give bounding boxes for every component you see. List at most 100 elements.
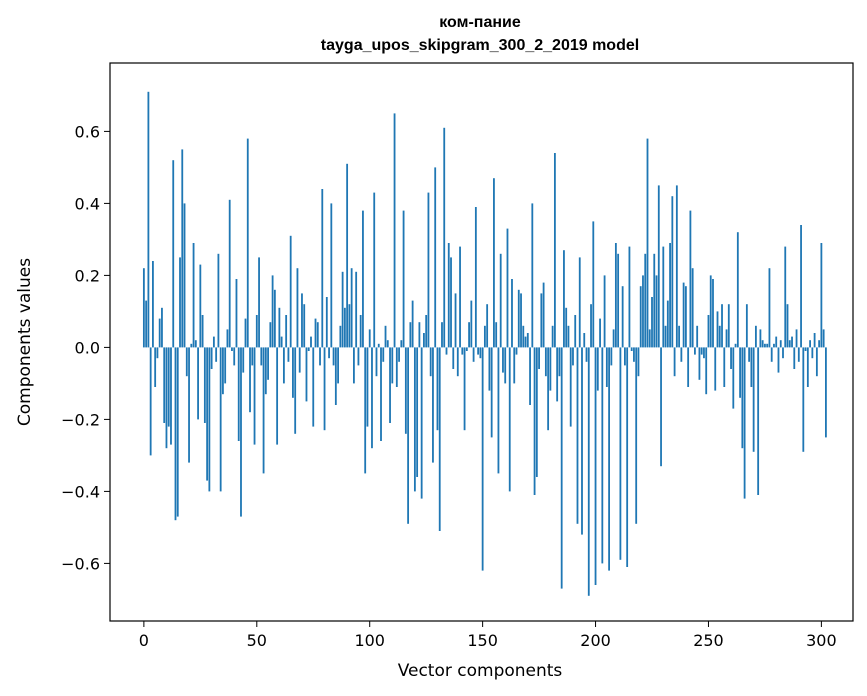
- bar-89: [343, 307, 346, 348]
- bar-263: [736, 232, 739, 348]
- bar-297: [813, 333, 816, 348]
- bar-151: [483, 325, 486, 348]
- bar-288: [793, 347, 796, 369]
- x-tick-label-1: 50: [247, 631, 267, 650]
- bar-156: [495, 322, 498, 348]
- bar-48: [251, 347, 254, 366]
- bar-112: [395, 347, 398, 387]
- chart-title-line1: ком-пание: [439, 14, 521, 31]
- bar-82: [328, 347, 330, 359]
- bar-80: [323, 347, 326, 431]
- bar-85: [334, 347, 337, 405]
- bar-172: [531, 203, 534, 348]
- bar-27: [203, 347, 206, 423]
- bar-249: [705, 347, 708, 395]
- bar-298: [815, 347, 818, 377]
- bar-276: [766, 343, 769, 348]
- bar-143: [465, 347, 468, 351]
- bar-107: [384, 325, 387, 348]
- bar-142: [463, 347, 466, 431]
- bar-301: [822, 329, 825, 348]
- bar-122: [418, 322, 421, 348]
- bar-255: [718, 325, 721, 348]
- bar-115: [402, 210, 405, 348]
- y-tick-label-1: −0.4: [61, 482, 100, 501]
- bar-146: [472, 347, 475, 362]
- bar-62: [282, 347, 285, 384]
- bar-32: [215, 347, 218, 362]
- y-tick-label-0: −0.6: [61, 554, 100, 573]
- bar-244: [694, 347, 696, 355]
- bar-296: [811, 347, 814, 359]
- bar-277: [768, 268, 771, 348]
- bar-192: [576, 347, 579, 524]
- x-axis-label: Vector components: [398, 661, 563, 681]
- bar-76: [314, 318, 317, 348]
- bar-42: [237, 347, 240, 441]
- bar-45: [244, 318, 247, 348]
- bar-84: [332, 347, 335, 366]
- bar-2: [147, 91, 150, 348]
- bar-51: [258, 257, 260, 348]
- bar-30: [210, 347, 213, 369]
- bar-188: [567, 325, 570, 348]
- bar-124: [423, 333, 425, 348]
- bar-141: [461, 347, 464, 355]
- bar-88: [341, 271, 344, 348]
- bar-257: [723, 347, 726, 387]
- bar-57: [271, 275, 274, 348]
- bar-118: [409, 322, 412, 348]
- y-tick-label-4: 0.2: [75, 266, 100, 285]
- bar-153: [488, 347, 491, 391]
- bar-229: [660, 347, 662, 467]
- bar-271: [754, 325, 757, 348]
- bar-190: [572, 347, 574, 366]
- bar-228: [657, 185, 660, 348]
- bar-5: [154, 347, 157, 387]
- bar-37: [226, 329, 229, 348]
- bar-210: [617, 253, 620, 348]
- bar-185: [560, 347, 563, 589]
- x-tick-label-4: 200: [580, 631, 611, 650]
- bar-238: [680, 347, 683, 362]
- bar-189: [569, 347, 572, 427]
- bar-17: [181, 149, 184, 348]
- bar-91: [348, 304, 351, 348]
- bar-259: [727, 304, 730, 348]
- bars-group: [142, 91, 827, 596]
- bar-78: [319, 347, 321, 366]
- bar-6: [156, 347, 159, 359]
- bar-194: [581, 347, 583, 535]
- bar-13: [172, 160, 175, 348]
- bar-254: [716, 311, 719, 348]
- x-tick-label-6: 300: [806, 631, 837, 650]
- bar-28: [206, 347, 209, 481]
- bar-147: [474, 207, 477, 348]
- bar-50: [255, 315, 258, 348]
- bar-278: [770, 347, 773, 362]
- bar-214: [626, 347, 629, 567]
- bar-195: [583, 333, 586, 348]
- bar-260: [730, 347, 732, 369]
- bar-72: [305, 347, 308, 402]
- bar-11: [167, 347, 170, 427]
- bar-219: [637, 347, 640, 377]
- bar-176: [540, 293, 543, 348]
- bar-202: [599, 318, 601, 348]
- bar-43: [240, 347, 242, 517]
- bar-248: [703, 347, 705, 359]
- y-tick-label-5: 0.4: [75, 194, 100, 213]
- bar-123: [420, 347, 423, 499]
- bar-105: [380, 347, 382, 441]
- bar-169: [524, 336, 527, 348]
- bar-187: [565, 307, 568, 348]
- bar-231: [664, 325, 667, 348]
- bar-173: [533, 347, 536, 495]
- bar-207: [610, 347, 613, 366]
- bar-135: [447, 243, 450, 348]
- bar-101: [371, 347, 373, 449]
- x-axis: 0 50 100 150 200 250 300: [139, 621, 837, 650]
- bar-168: [522, 325, 525, 348]
- bar-104: [377, 343, 380, 348]
- bar-196: [585, 347, 588, 362]
